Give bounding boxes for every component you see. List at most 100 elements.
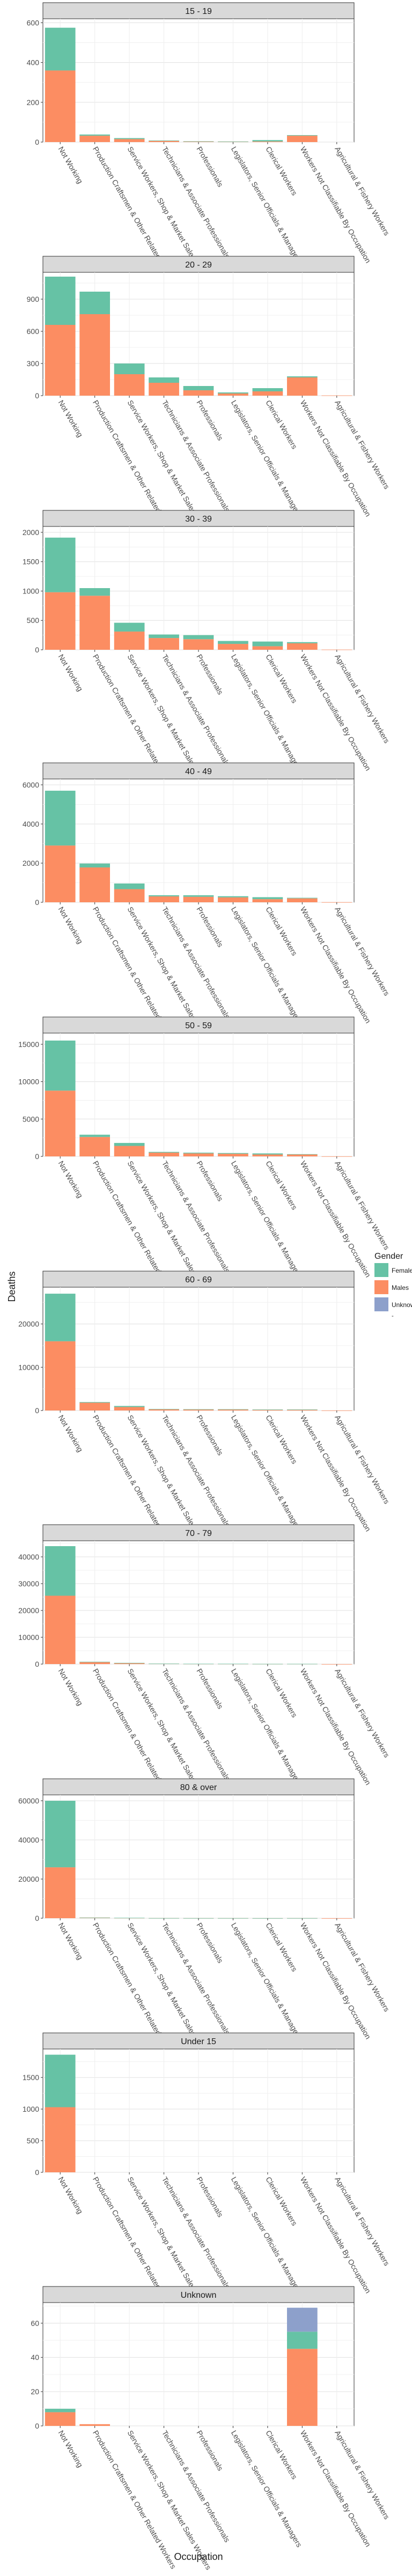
bar-males [114, 1146, 145, 1156]
x-tick-label: Workers Not Classifiable By Occupation [299, 2176, 373, 2295]
y-tick-label: 500 [27, 616, 40, 625]
y-tick-label: 400 [27, 58, 40, 67]
bar-females [286, 135, 318, 136]
bar-males [252, 646, 283, 650]
x-tick-label: Technicians & Associate Professionals [160, 2176, 232, 2290]
y-tick-label: 0 [35, 391, 39, 400]
bar-males [183, 1153, 214, 1156]
bar-females [286, 897, 318, 899]
bar-females [218, 1153, 248, 1154]
facet-strip [42, 1778, 355, 1795]
bar-females [45, 1800, 76, 1868]
y-tick-label: 40 [31, 2353, 39, 2362]
bar-males [45, 2107, 76, 2172]
bar-females [114, 1662, 145, 1664]
facet-title: 20 - 29 [185, 261, 212, 270]
bar-males [79, 1662, 111, 1664]
bar-males [286, 136, 318, 142]
bar-males [45, 1341, 76, 1411]
x-tick-label: Clerical Workers [264, 905, 299, 957]
y-tick-label: 300 [27, 359, 40, 368]
bar-females [286, 1664, 318, 1665]
bar-males [286, 1154, 318, 1156]
x-tick-label: Clerical Workers [264, 653, 299, 705]
bar-males [114, 1663, 145, 1664]
bar-females [252, 140, 283, 142]
x-tick-label: Professionals [195, 1921, 225, 1965]
x-tick-label: Professionals [195, 905, 225, 949]
bar-females [114, 138, 145, 139]
y-tick-label: 0 [35, 1914, 39, 1922]
x-tick-label: Clerical Workers [264, 1921, 299, 1973]
bar-males [218, 1154, 248, 1156]
x-tick-label: Technicians & Associate Professionals [160, 905, 232, 1020]
y-tick-label: 60000 [18, 1796, 39, 1805]
bar-males [286, 643, 318, 650]
bar-males [252, 1154, 283, 1156]
x-tick-label: Legislators, Senior Officials & Managers [230, 1414, 304, 1533]
y-tick-label: 0 [35, 2168, 39, 2177]
x-tick-label: Clerical Workers [264, 399, 299, 451]
bar-females [79, 588, 111, 596]
bar-females [218, 896, 248, 897]
x-tick-label: Legislators, Senior Officials & Managers [230, 145, 304, 265]
y-tick-label: 2000 [23, 859, 39, 867]
facet-title: Unknown [181, 2291, 217, 2300]
bar-females [45, 2409, 76, 2412]
bar-males [286, 898, 318, 902]
bar-females [252, 388, 283, 391]
x-tick-label: Legislators, Senior Officials & Managers [230, 2176, 304, 2295]
bar-females [114, 1142, 145, 1146]
bar-females [114, 622, 145, 632]
bar-males [79, 1402, 111, 1411]
bar-males [149, 140, 179, 142]
bar-females [183, 1409, 214, 1410]
x-tick-label: Workers Not Classifiable By Occupation [299, 1667, 373, 1787]
x-tick-label: Workers Not Classifiable By Occupation [299, 1414, 373, 1533]
bar-females [45, 277, 76, 325]
y-tick-label: 20000 [18, 1320, 39, 1328]
bar-males [149, 896, 179, 902]
x-tick-label: Technicians & Associate Professionals [160, 2429, 232, 2544]
bar-females [286, 2332, 318, 2349]
facet-title: 15 - 19 [185, 7, 212, 16]
bar-males [79, 314, 111, 396]
bar-females [149, 634, 179, 639]
bar-females [45, 537, 76, 592]
bar-males [45, 1867, 76, 1918]
legend-title: Gender [374, 1252, 403, 1261]
legend-swatch [374, 1280, 388, 1294]
x-tick-label: Legislators, Senior Officials & Managers [230, 905, 304, 1025]
bar-females [45, 1294, 76, 1341]
x-tick-label: Not Working [57, 1921, 85, 1961]
x-tick-label: Legislators, Senior Officials & Managers [230, 1160, 304, 1279]
x-tick-label: Legislators, Senior Officials & Managers [230, 653, 304, 773]
x-tick-label: Not Working [57, 2176, 85, 2215]
x-tick-label: Not Working [57, 905, 85, 945]
bar-males [45, 325, 76, 396]
bar-females [218, 641, 248, 644]
bar-males [149, 638, 179, 650]
x-tick-label: Legislators, Senior Officials & Managers [230, 1667, 304, 1787]
bar-females [79, 1134, 111, 1137]
y-tick-label: 1000 [23, 587, 39, 595]
facet-title: 70 - 79 [185, 1529, 212, 1538]
x-tick-label: Not Working [57, 1667, 85, 1707]
bar-females [252, 1153, 283, 1155]
bar-females [149, 140, 179, 141]
bar-males [79, 2424, 111, 2426]
x-tick-label: Workers Not Classifiable By Occupation [299, 1921, 373, 2041]
x-tick-label: Workers Not Classifiable By Occupation [299, 2429, 373, 2549]
x-tick-label: Technicians & Associate Professionals [160, 1667, 232, 1782]
bar-females [45, 27, 76, 71]
bar-females [79, 292, 111, 314]
y-tick-label: 10000 [18, 1363, 39, 1371]
bar-unknown [286, 2307, 318, 2332]
x-tick-label: Workers Not Classifiable By Occupation [299, 145, 373, 265]
bar-males [149, 383, 179, 396]
bar-males [218, 644, 248, 650]
